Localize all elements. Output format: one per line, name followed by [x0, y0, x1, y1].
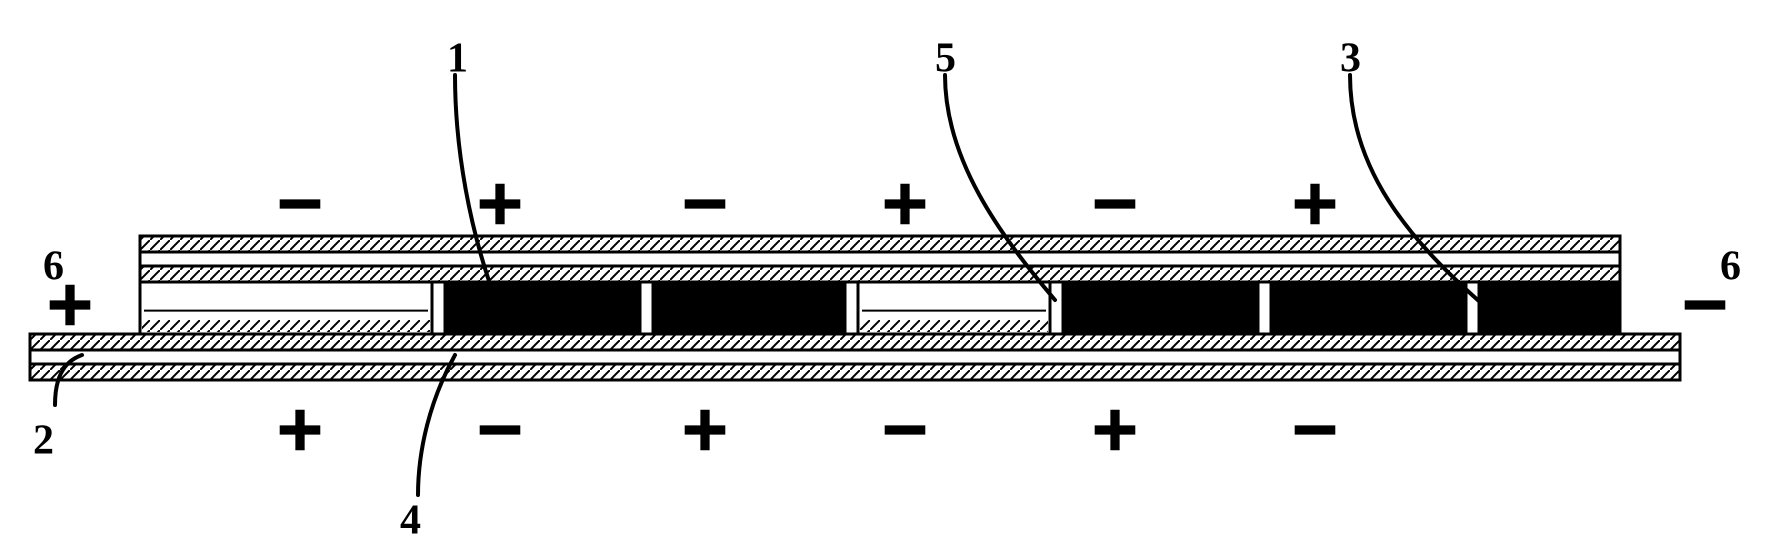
gap-cell-hatch-0: [142, 320, 430, 332]
diagram-canvas: 1 5 3 2 4 6 6: [0, 0, 1784, 547]
callout-label-6L: 6: [43, 244, 64, 290]
callout-label-3: 3: [1340, 36, 1361, 82]
callout-label-6R: 6: [1720, 244, 1741, 290]
gap-cell-2: [445, 282, 640, 334]
gap-cell-4: [653, 282, 845, 334]
gap-cell-1: [432, 282, 445, 334]
gap-cell-7: [1050, 282, 1063, 334]
lower-plate-row-0: [30, 334, 1680, 350]
upper-plate-row-1: [140, 252, 1620, 266]
gap-cell-5: [845, 282, 858, 334]
gap-cell-10: [1271, 282, 1466, 334]
gap-cell-12: [1479, 282, 1620, 334]
callout-label-2: 2: [33, 418, 54, 464]
gap-cell-9: [1258, 282, 1271, 334]
gap-cell-3: [640, 282, 653, 334]
callout-label-5: 5: [935, 36, 956, 82]
lower-plate-row-2: [30, 364, 1680, 380]
upper-plate-row-0: [140, 236, 1620, 252]
callout-label-4: 4: [400, 498, 421, 544]
upper-plate-row-2: [140, 266, 1620, 282]
callout-label-1: 1: [447, 36, 468, 82]
gap-cell-8: [1063, 282, 1258, 334]
lower-plate-row-1: [30, 350, 1680, 364]
gap-cell-hatch-6: [860, 320, 1048, 332]
